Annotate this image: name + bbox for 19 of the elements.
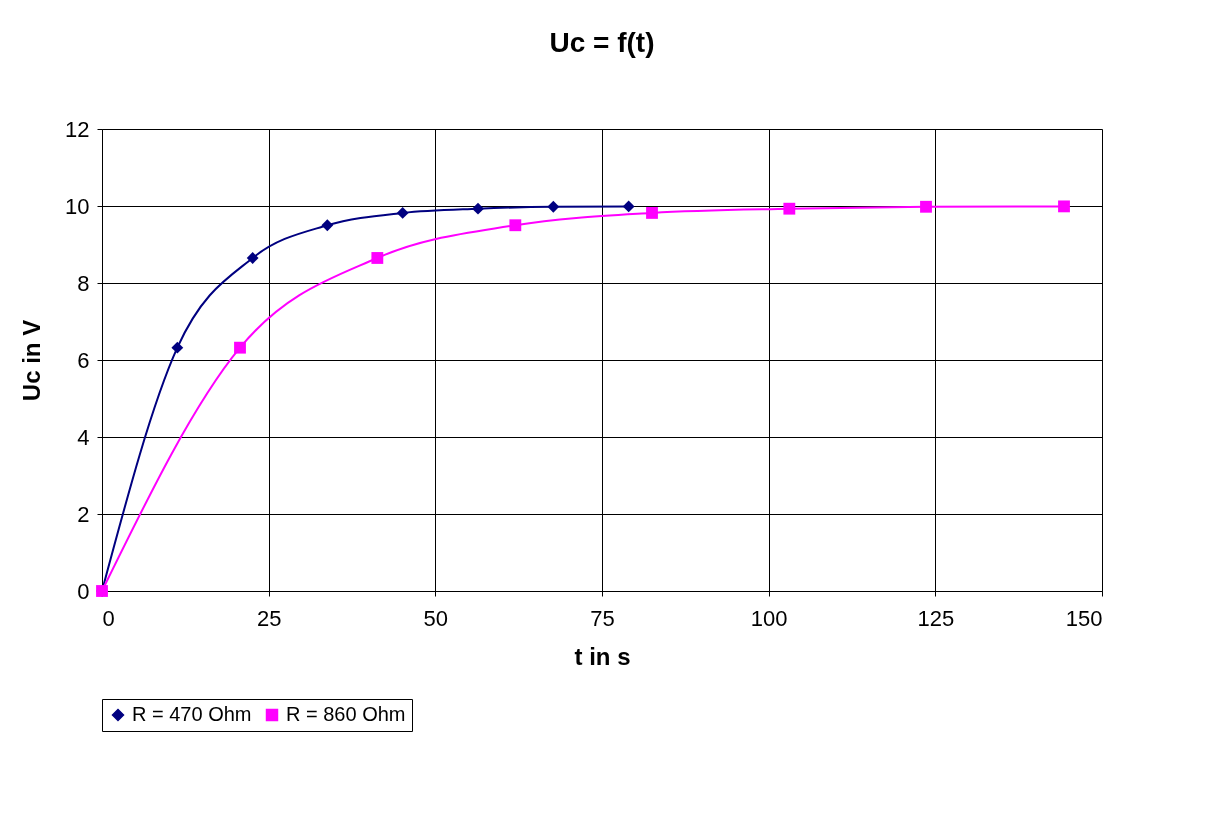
y-tick-label: 4: [77, 424, 90, 450]
x-tick-label: 0: [102, 605, 115, 631]
x-tick-label: 125: [917, 605, 955, 631]
y-tick-label: 10: [65, 193, 90, 219]
x-axis-title: t in s: [574, 642, 631, 670]
x-tick-label: 150: [1065, 605, 1103, 631]
legend-label: R = 470 Ohm: [132, 703, 252, 725]
chart-title: Uc = f(t): [549, 27, 655, 58]
y-axis-title: Uc in V: [18, 319, 46, 402]
x-tick-label: 75: [590, 605, 615, 631]
y-tick-label: 12: [65, 116, 90, 142]
x-tick-label: 100: [750, 605, 788, 631]
y-tick-label: 2: [77, 501, 90, 527]
y-tick-label: 0: [77, 578, 90, 604]
x-tick-label: 25: [256, 605, 282, 631]
x-tick-label: 50: [423, 605, 449, 631]
legend-label: R = 860 Ohm: [286, 703, 406, 725]
y-tick-label: 8: [77, 270, 90, 296]
y-tick-label: 6: [77, 347, 90, 373]
